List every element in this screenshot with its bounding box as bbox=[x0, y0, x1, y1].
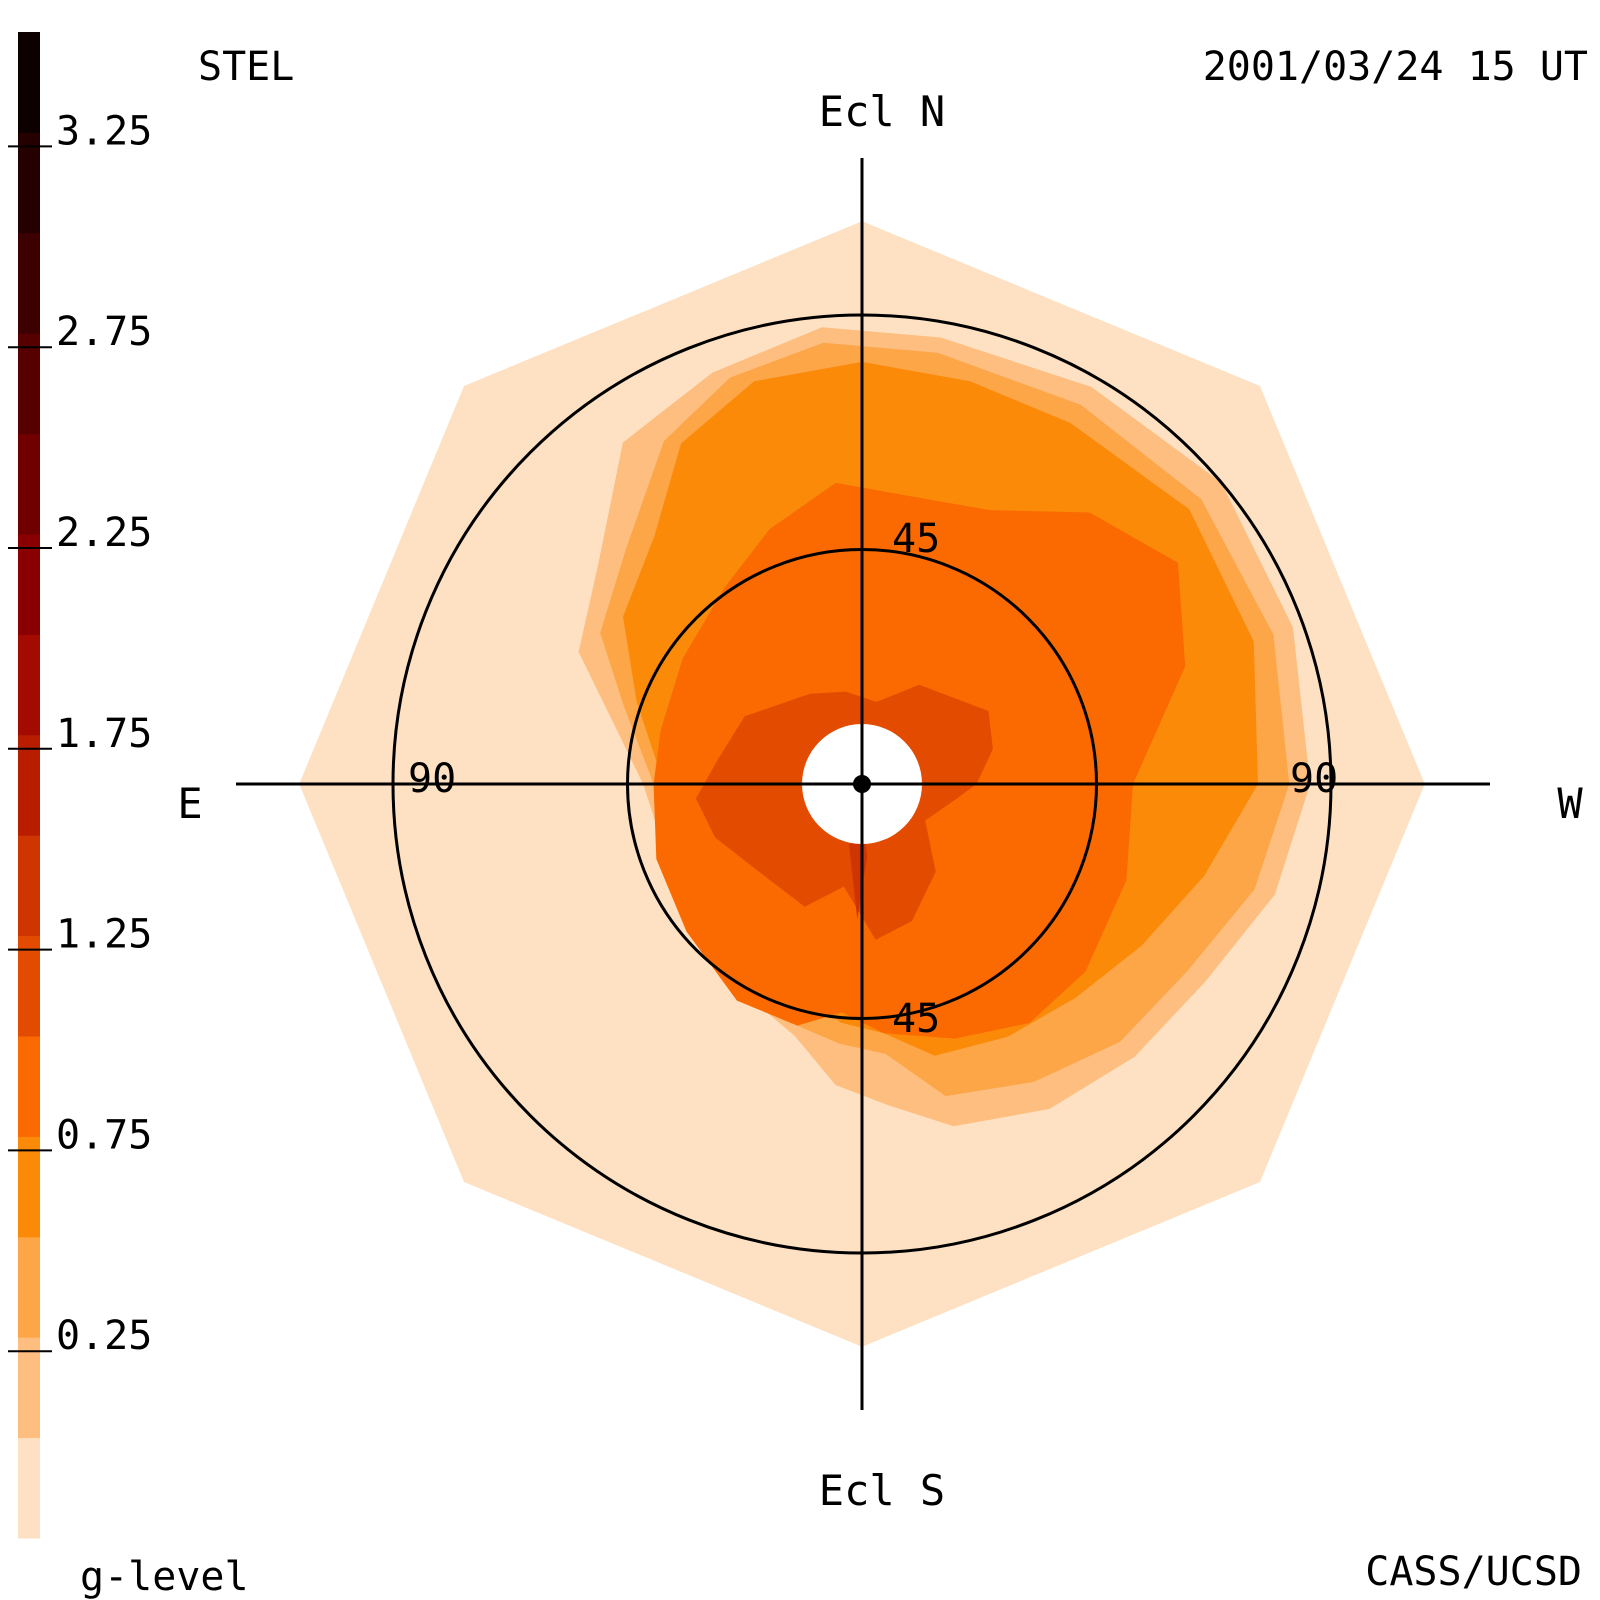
colorbar-segment bbox=[18, 132, 40, 234]
colorbar-segment bbox=[18, 433, 40, 535]
ring-label-south-45: 45 bbox=[892, 996, 940, 1042]
credit-label: CASS/UCSD bbox=[1365, 1549, 1582, 1595]
instrument-label: STEL bbox=[198, 44, 294, 90]
colorbar-tick-label: 2.75 bbox=[56, 309, 152, 355]
density-map bbox=[299, 221, 1425, 1347]
direction-east-label: E bbox=[177, 779, 202, 828]
ring-label-east-90: 90 bbox=[408, 756, 456, 802]
timestamp-label: 2001/03/24 15 UT bbox=[1203, 44, 1588, 90]
colorbar-segment bbox=[18, 32, 40, 133]
sun-center-marker bbox=[853, 775, 871, 793]
colorbar-segment bbox=[18, 1136, 40, 1238]
direction-north-label: Ecl N bbox=[819, 87, 945, 136]
colorbar-tick-label: 0.75 bbox=[56, 1112, 152, 1158]
direction-west-label: W bbox=[1557, 779, 1583, 828]
colorbar-segment bbox=[18, 634, 40, 736]
direction-south-label: Ecl S bbox=[819, 1466, 945, 1515]
colorbar-segment bbox=[18, 835, 40, 937]
colorbar-segment bbox=[18, 734, 40, 836]
colorbar-segment bbox=[18, 333, 40, 435]
colorbar-segment bbox=[18, 935, 40, 1037]
colorbar-tick-label: 3.25 bbox=[56, 108, 152, 154]
colorbar bbox=[18, 32, 40, 1539]
colorbar-segment bbox=[18, 1036, 40, 1137]
colorbar-segment bbox=[18, 232, 40, 334]
colorbar-tick-label: 1.25 bbox=[56, 912, 152, 958]
ring-label-north-45: 45 bbox=[892, 516, 940, 562]
ring-label-west-90: 90 bbox=[1290, 756, 1338, 802]
colorbar-segment bbox=[18, 1236, 40, 1338]
colorbar-ticks bbox=[8, 145, 52, 1353]
colorbar-tick-label: 0.25 bbox=[56, 1313, 152, 1359]
colorbar-segment bbox=[18, 1437, 40, 1539]
colorbar-label: g-level bbox=[80, 1554, 249, 1600]
colorbar-segment bbox=[18, 1337, 40, 1439]
colorbar-tick-label: 1.75 bbox=[56, 711, 152, 757]
colorbar-segment bbox=[18, 534, 40, 635]
colorbar-tick-label: 2.25 bbox=[56, 510, 152, 556]
